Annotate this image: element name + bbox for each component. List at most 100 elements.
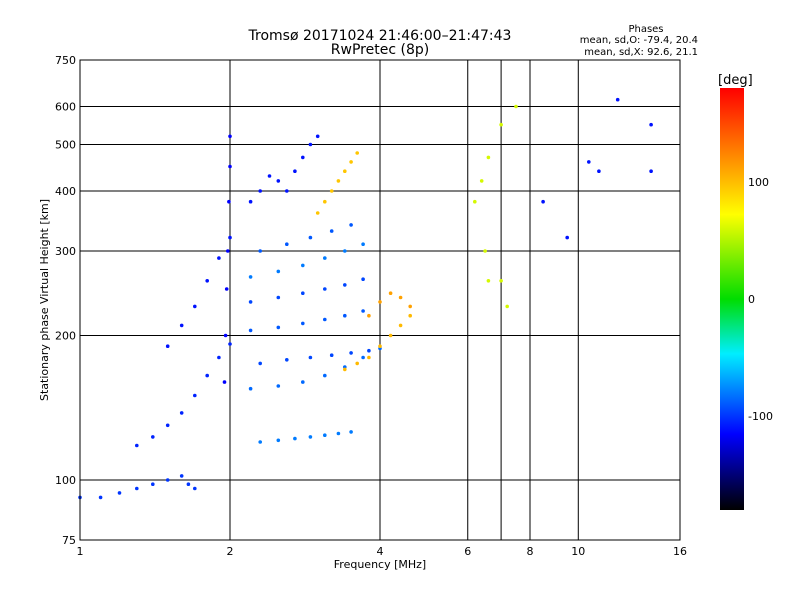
colorbar-ticks: 100 0 -100 xyxy=(748,176,773,423)
data-point xyxy=(151,435,155,439)
data-point xyxy=(367,355,371,360)
data-point xyxy=(329,353,334,358)
data-point xyxy=(408,304,413,309)
trace-scattered-far xyxy=(541,97,653,240)
trace-echo-band-160-km xyxy=(248,346,382,391)
data-point xyxy=(499,279,503,283)
data-point xyxy=(336,179,341,183)
data-point xyxy=(565,235,569,240)
data-point xyxy=(135,443,139,448)
data-point xyxy=(349,160,353,164)
data-point xyxy=(227,199,231,204)
data-point xyxy=(228,235,232,240)
data-point xyxy=(276,325,281,330)
data-point xyxy=(388,291,393,296)
data-point xyxy=(165,344,170,349)
y-axis-ticks: 75 100 200 300 400 500 600 750 xyxy=(55,54,76,547)
data-point xyxy=(165,478,170,482)
data-point xyxy=(343,283,347,287)
data-point xyxy=(315,211,320,215)
data-point xyxy=(217,256,221,260)
data-point xyxy=(301,321,305,326)
data-point xyxy=(398,323,403,328)
data-point xyxy=(486,279,491,283)
data-point xyxy=(343,169,347,173)
data-point xyxy=(597,169,601,173)
trace-scattered-6-8-mhz xyxy=(473,104,518,309)
data-point xyxy=(205,279,209,283)
data-point xyxy=(228,164,232,169)
data-point xyxy=(135,486,139,491)
data-point xyxy=(228,342,232,346)
data-point xyxy=(258,189,263,193)
data-point xyxy=(117,491,122,495)
y-tick-label: 750 xyxy=(55,54,76,67)
data-point xyxy=(276,438,281,443)
data-point xyxy=(267,174,272,178)
data-point xyxy=(541,199,545,204)
data-point xyxy=(329,229,334,233)
data-point xyxy=(285,189,289,193)
data-point xyxy=(349,351,353,355)
data-point xyxy=(343,313,347,318)
data-point xyxy=(179,323,184,328)
data-point xyxy=(301,291,305,296)
trace-x-mode-f2-bend xyxy=(367,291,413,318)
data-point xyxy=(361,355,365,360)
data-point xyxy=(276,269,281,274)
data-point xyxy=(499,122,503,127)
trace-f1-lower-branch xyxy=(165,235,232,349)
data-point xyxy=(514,104,518,109)
data-points xyxy=(78,97,653,500)
trace-e-region-trace xyxy=(78,474,197,500)
data-point xyxy=(223,333,228,338)
data-point xyxy=(361,242,365,246)
data-point xyxy=(615,97,620,102)
y-tick-label: 75 xyxy=(62,534,76,547)
data-point xyxy=(258,440,263,444)
data-point xyxy=(276,179,281,183)
data-point xyxy=(258,249,263,253)
colorbar-tick-label: 0 xyxy=(748,293,755,306)
trace-x-mode-branch xyxy=(343,313,413,372)
data-point xyxy=(408,313,413,318)
data-point xyxy=(378,344,382,349)
x-tick-label: 10 xyxy=(571,545,585,558)
stats-o-mode: mean, sd,O: -79.4, 20.4 xyxy=(580,35,698,46)
data-point xyxy=(301,380,305,384)
x-tick-label: 8 xyxy=(527,545,534,558)
x-axis-label: Frequency [MHz] xyxy=(334,558,426,571)
data-point xyxy=(388,333,393,338)
data-point xyxy=(315,134,320,139)
trace-echo-band-280-km xyxy=(248,242,365,279)
x-tick-label: 2 xyxy=(227,545,234,558)
data-point xyxy=(226,249,230,253)
data-point xyxy=(228,134,232,139)
data-point xyxy=(308,142,313,147)
stats-heading: Phases xyxy=(628,24,663,35)
data-point xyxy=(349,223,353,227)
data-point xyxy=(308,435,313,439)
data-point xyxy=(248,328,253,333)
chart-title: Tromsø 20171024 21:46:00–21:47:43 xyxy=(248,28,512,44)
data-point xyxy=(378,300,382,304)
data-point xyxy=(323,287,327,291)
data-point xyxy=(285,358,289,362)
data-point xyxy=(285,242,289,246)
colorbar-label: [deg] xyxy=(718,73,753,88)
data-point xyxy=(276,384,281,388)
colorbar-tick-label: -100 xyxy=(748,410,773,423)
data-point xyxy=(505,304,510,309)
data-point xyxy=(293,169,297,173)
data-point xyxy=(649,169,653,173)
y-tick-label: 600 xyxy=(55,101,76,114)
x-tick-label: 6 xyxy=(464,545,471,558)
data-point xyxy=(343,367,347,372)
data-point xyxy=(323,373,327,378)
data-point xyxy=(179,411,184,415)
data-point xyxy=(343,249,347,253)
y-tick-label: 200 xyxy=(55,330,76,343)
x-tick-label: 16 xyxy=(673,545,687,558)
grid-lines xyxy=(80,60,680,540)
